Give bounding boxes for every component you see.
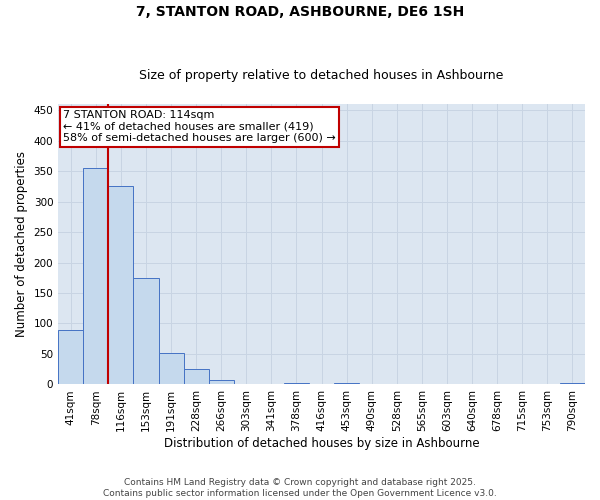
Bar: [184, 369, 209, 384]
Bar: [83, 168, 109, 384]
Bar: [560, 382, 585, 384]
Bar: [109, 186, 133, 384]
Bar: [158, 353, 184, 384]
Text: Contains HM Land Registry data © Crown copyright and database right 2025.
Contai: Contains HM Land Registry data © Crown c…: [103, 478, 497, 498]
Bar: [58, 330, 83, 384]
Text: 7, STANTON ROAD, ASHBOURNE, DE6 1SH: 7, STANTON ROAD, ASHBOURNE, DE6 1SH: [136, 5, 464, 19]
Text: 7 STANTON ROAD: 114sqm
← 41% of detached houses are smaller (419)
58% of semi-de: 7 STANTON ROAD: 114sqm ← 41% of detached…: [63, 110, 336, 144]
Bar: [334, 382, 359, 384]
X-axis label: Distribution of detached houses by size in Ashbourne: Distribution of detached houses by size …: [164, 437, 479, 450]
Bar: [133, 278, 158, 384]
Bar: [209, 380, 234, 384]
Bar: [284, 382, 309, 384]
Y-axis label: Number of detached properties: Number of detached properties: [15, 151, 28, 337]
Title: Size of property relative to detached houses in Ashbourne: Size of property relative to detached ho…: [139, 69, 504, 82]
